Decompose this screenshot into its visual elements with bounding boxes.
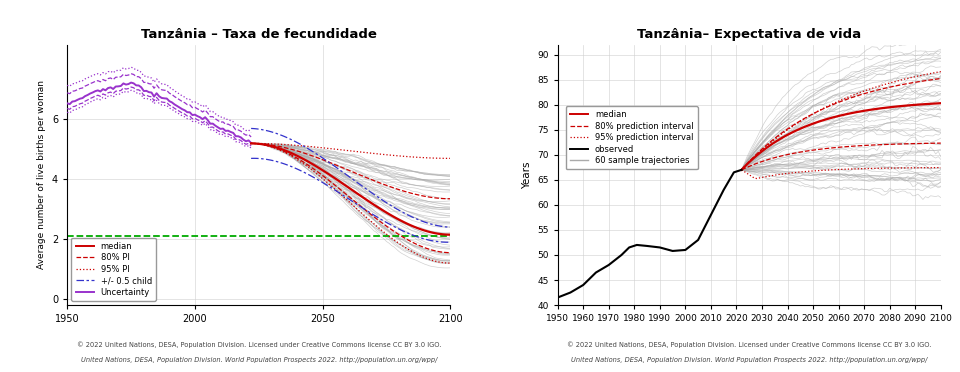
- Legend: median, 80% prediction interval, 95% prediction interval, observed, 60 sample tr: median, 80% prediction interval, 95% pre…: [565, 106, 698, 169]
- Text: © 2022 United Nations, DESA, Population Division. Licensed under Creative Common: © 2022 United Nations, DESA, Population …: [77, 341, 441, 348]
- Title: Tanzânia– Expectativa de vida: Tanzânia– Expectativa de vida: [637, 28, 861, 41]
- Text: United Nations, DESA, Population Division. World Population Prospects 2022. http: United Nations, DESA, Population Divisio…: [571, 357, 927, 363]
- Text: © 2022 United Nations, DESA, Population Division. Licensed under Creative Common: © 2022 United Nations, DESA, Population …: [567, 341, 931, 348]
- Y-axis label: Years: Years: [521, 161, 532, 189]
- Title: Tanzânia – Taxa de fecundidade: Tanzânia – Taxa de fecundidade: [141, 28, 376, 41]
- Y-axis label: Average number of live births per woman: Average number of live births per woman: [37, 80, 46, 269]
- Legend: median, 80% PI, 95% PI, +/- 0.5 child, Uncertainty: median, 80% PI, 95% PI, +/- 0.5 child, U…: [71, 238, 156, 301]
- Text: United Nations, DESA, Population Division. World Population Prospects 2022. http: United Nations, DESA, Population Divisio…: [81, 357, 437, 363]
